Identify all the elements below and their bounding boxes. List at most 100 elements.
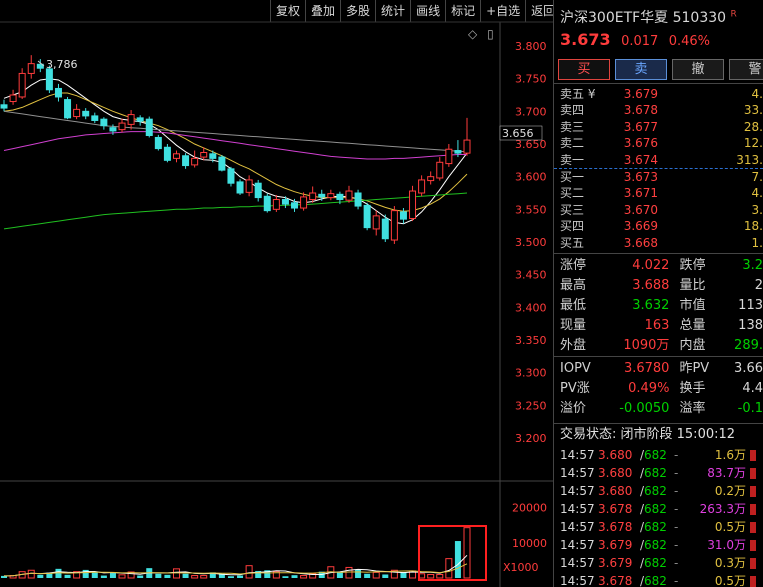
tick-sep: / bbox=[640, 501, 645, 516]
candle bbox=[463, 117, 471, 156]
candle bbox=[445, 144, 453, 167]
bids-price: 3.670 bbox=[623, 202, 659, 217]
candle bbox=[399, 208, 407, 224]
candlestick-chart[interactable]: 3.800 3.750 3.700 3.650 3.600 3.550 3.500 3.450… bbox=[0, 0, 553, 587]
candle bbox=[345, 185, 353, 203]
toolbar-button-3[interactable]: 统计 bbox=[375, 0, 410, 22]
volume-bar bbox=[255, 570, 262, 578]
tick-volume: 0.5万 bbox=[714, 573, 746, 587]
asks-row[interactable]: 卖一 3.674 313. bbox=[554, 152, 763, 168]
toolbar-button-6[interactable]: +自选 bbox=[480, 0, 525, 22]
stat-row: 最高 3.688 量比 2 bbox=[554, 276, 763, 296]
tick-count: 682 bbox=[644, 537, 667, 552]
sell-button[interactable]: 卖 bbox=[615, 59, 667, 80]
current-price-tag-box bbox=[499, 125, 543, 141]
bids-row[interactable]: 买四 3.669 18. bbox=[554, 218, 763, 234]
stat-value: 1090万 bbox=[623, 337, 670, 353]
tick-dash: - bbox=[674, 447, 679, 462]
tick-dash: - bbox=[674, 519, 679, 534]
bids-row[interactable]: 买三 3.670 3. bbox=[554, 202, 763, 218]
bids-label: 买四 bbox=[560, 219, 585, 234]
candle bbox=[118, 118, 126, 133]
kline-chart-area[interactable]: 复权 叠加 多股 统计 画线 标记 +自选 返回 ◇ ▯ 3.800 3.750 3.700 3.6… bbox=[0, 0, 555, 587]
candle bbox=[372, 210, 380, 236]
candle bbox=[191, 150, 199, 168]
high-marker-label: 3,786 bbox=[46, 58, 78, 71]
tick-count: 682 bbox=[644, 483, 667, 498]
stat-value: 163 bbox=[644, 317, 670, 333]
tick-bar bbox=[750, 446, 762, 464]
tick-sep: / bbox=[640, 483, 645, 498]
ma-line-3 bbox=[3, 192, 468, 230]
ma-line-1 bbox=[3, 92, 468, 212]
tick-price: 3.680 bbox=[598, 447, 633, 462]
tick-dash: - bbox=[674, 555, 679, 570]
toolbar-button-1[interactable]: 叠加 bbox=[305, 0, 340, 22]
volume-bar bbox=[155, 573, 162, 578]
candle bbox=[91, 112, 99, 124]
candle bbox=[163, 144, 171, 163]
price-axis-label: 3.700 bbox=[515, 105, 547, 118]
volume-bar bbox=[64, 574, 71, 578]
volume-bar bbox=[445, 558, 453, 579]
asks-row[interactable]: 卖三 3.677 28. bbox=[554, 119, 763, 135]
price-axis-label: 3.750 bbox=[515, 73, 547, 86]
tick-row: 14:57 3.678 /682- 0.5万 bbox=[554, 572, 763, 587]
bids-volume: 18. bbox=[743, 219, 763, 234]
tick-time: 14:57 bbox=[560, 519, 595, 534]
tick-sep: / bbox=[640, 447, 645, 462]
volume-bar bbox=[182, 573, 189, 578]
cancel-order-button[interactable]: 撤 bbox=[672, 59, 724, 80]
stat-value: 138 bbox=[738, 317, 763, 333]
bids-row[interactable]: 买五 3.668 1. bbox=[554, 235, 763, 251]
volume-bar bbox=[245, 565, 253, 579]
toolbar-button-7[interactable]: 返回 bbox=[525, 0, 560, 22]
highlight-box bbox=[418, 525, 487, 581]
tick-list[interactable]: 14:57 3.680/682-1.6万 14:57 3.680/682-83.7万 1… bbox=[554, 446, 763, 587]
alert-button[interactable]: 警 bbox=[729, 59, 763, 80]
asks-row[interactable]: 卖五 ¥ 3.679 4. bbox=[554, 86, 763, 102]
stat-key: 内盘 bbox=[679, 337, 706, 353]
price-axis-label: 3.550 bbox=[515, 203, 547, 216]
stat-value: 4.4 bbox=[742, 380, 763, 396]
stats-block-2: IOPV 3.6780 昨PV 3.66 PV涨 0.49% 换手 4.4 溢价 -0.0050 溢… bbox=[554, 357, 763, 419]
asks-row[interactable]: 卖四 3.678 33. bbox=[554, 102, 763, 118]
candle bbox=[227, 166, 235, 187]
tick-bar bbox=[750, 554, 762, 572]
panel-toggle-icon[interactable]: ▯ bbox=[487, 27, 494, 41]
stat-value: 4.022 bbox=[632, 257, 670, 273]
diamond-icon[interactable]: ◇ bbox=[468, 27, 478, 41]
stat-key: 跌停 bbox=[679, 257, 706, 273]
bids-volume: 1. bbox=[751, 235, 763, 250]
toolbar-button-2[interactable]: 多股 bbox=[340, 0, 375, 22]
volume-bar bbox=[37, 574, 44, 578]
stat-row: IOPV 3.6780 昨PV 3.66 bbox=[554, 359, 763, 379]
trading-status: 交易状态: 闭市阶段 15:00:12 bbox=[560, 426, 736, 442]
tick-bar bbox=[750, 482, 762, 500]
toolbar-button-0[interactable]: 复权 bbox=[270, 0, 305, 22]
toolbar-button-4[interactable]: 画线 bbox=[410, 0, 445, 22]
candle bbox=[154, 134, 162, 151]
volume-bar bbox=[355, 569, 362, 578]
candle bbox=[291, 198, 299, 212]
asks-volume: 4. bbox=[751, 87, 763, 101]
bids-row[interactable]: 买二 3.671 4. bbox=[554, 185, 763, 201]
candle bbox=[127, 110, 135, 130]
candle bbox=[263, 193, 271, 213]
tick-time: 14:57 bbox=[560, 447, 595, 462]
tick-volume: 0.5万 bbox=[714, 519, 746, 534]
buy-button[interactable]: 买 bbox=[558, 59, 610, 80]
volume-bar bbox=[272, 571, 280, 579]
bids-row[interactable]: 买一 3.673 7. bbox=[554, 169, 763, 185]
asks-row[interactable]: 卖二 3.676 12. bbox=[554, 135, 763, 151]
candle bbox=[300, 192, 308, 211]
volume-axis-label: 10000 bbox=[512, 537, 547, 550]
stats-block-1: 涨停 4.022 跌停 3.2 最高 3.688 量比 2 最低 3.632 市值 113 现量 163 总… bbox=[554, 254, 763, 356]
stat-row: 最低 3.632 市值 113 bbox=[554, 296, 763, 316]
volume-bar bbox=[27, 569, 35, 579]
stat-key: PV涨 bbox=[560, 380, 590, 396]
stat-key: 溢价 bbox=[560, 400, 587, 416]
volume-axis-label: 20000 bbox=[512, 502, 547, 515]
tick-bar bbox=[750, 464, 762, 482]
toolbar-button-5[interactable]: 标记 bbox=[445, 0, 480, 22]
